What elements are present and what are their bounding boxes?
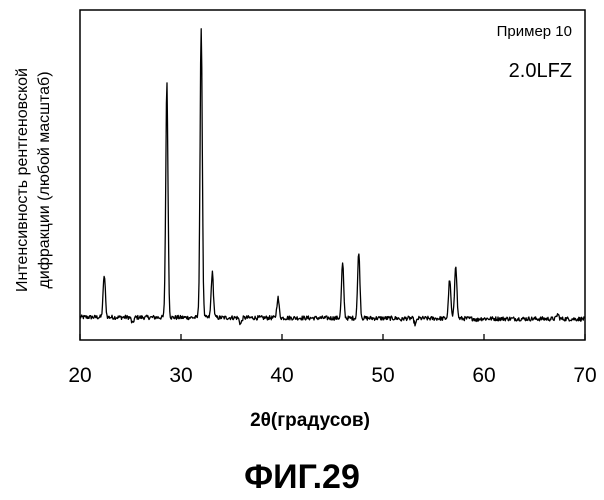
x-axis-ticks (80, 334, 585, 340)
x-axis-label: 2θ(градусов) (250, 410, 370, 431)
y-axis-label-line-1: Интенсивность рентгеновской (14, 68, 31, 292)
x-tick-label: 60 (472, 364, 495, 387)
legend-example-label: Пример 10 (497, 23, 572, 40)
x-tick-label: 30 (169, 364, 192, 387)
y-axis-label: Интенсивность рентгеновской дифракции (л… (14, 68, 53, 292)
x-tick-label: 40 (270, 364, 293, 387)
x-tick-label: 20 (68, 364, 91, 387)
x-axis-tick-labels: 20 30 40 50 60 70 (68, 364, 596, 387)
x-tick-label: 50 (371, 364, 394, 387)
y-axis-label-line-2: дифракции (любой масштаб) (36, 71, 53, 288)
figure-caption: ФИГ.29 (244, 458, 360, 496)
legend-sample-label: 2.0LFZ (509, 60, 572, 82)
x-tick-label: 70 (573, 364, 596, 387)
